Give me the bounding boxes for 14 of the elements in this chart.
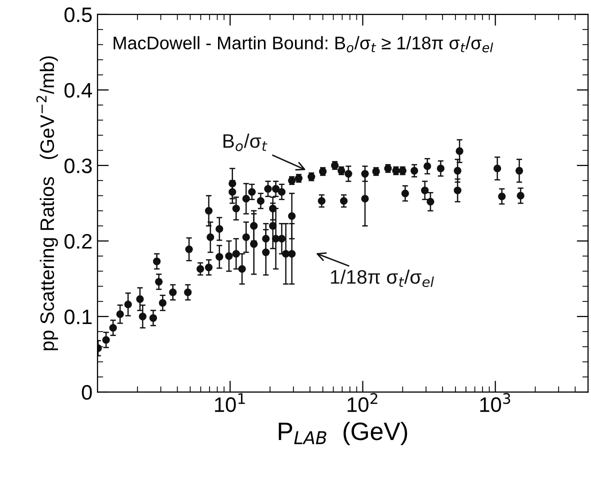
y-tick-label: 0.2	[64, 234, 92, 249]
y-tick-label: 0.3	[64, 158, 92, 174]
x-axis-title: P$_{LAB}$ (GeV)	[278, 422, 408, 446]
legend-label: 1/18π σ$_{t}$/σ$_{el}$	[331, 270, 434, 288]
y-axis-title: pp Scattering Ratios (GeV$^{−2}$/mb)	[36, 56, 58, 350]
y-tick-label: 0.5	[64, 7, 92, 22]
text: MacDowell - Martin Bound: B$_{o}$/σ$_{t}$ ≥ 1/18π σ$_{t}$/σ$_{el}$	[114, 36, 494, 52]
series-label: B$_{o}$/σ$_{t}$	[224, 134, 268, 152]
x-tick-label: 10$^{2}$	[348, 393, 378, 412]
y-tick-label: 0	[82, 385, 92, 400]
y-tick-label: 0.4	[64, 82, 92, 98]
y-tick-label: 0.1	[64, 310, 92, 324]
x-tick-label: 10$^{3}$	[480, 393, 510, 412]
x-tick-label: 10$^{1}$	[215, 393, 245, 412]
